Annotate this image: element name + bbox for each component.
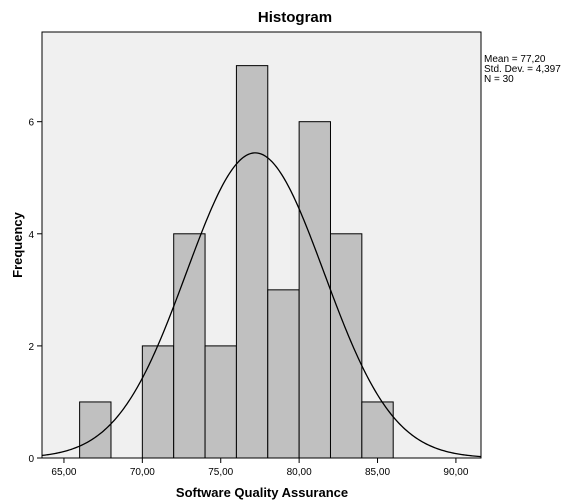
stat-mean: Mean = 77,20 <box>484 54 546 65</box>
stats-legend: Mean = 77,20 Std. Dev. = 4,397 N = 30 <box>484 54 561 85</box>
histogram-bar-8 <box>329 233 363 459</box>
x-tick-label-5: 90,00 <box>443 467 468 478</box>
normal-curve <box>41 152 482 458</box>
x-tick-label-1: 70,00 <box>130 467 155 478</box>
histogram-bar-6 <box>267 289 300 459</box>
histogram-bar-4 <box>204 345 237 459</box>
histogram-bar-0 <box>79 401 112 459</box>
histogram-bar-9 <box>361 401 394 459</box>
stat-std-dev: Std. Dev. = 4,397 <box>484 64 561 75</box>
x-tick-label-0: 65,00 <box>51 467 76 478</box>
y-tick-label-1: 2 <box>28 342 34 353</box>
axes-layer: 65,00 70,00 75,00 80,00 85,00 90,00 0 2 4 6 <box>28 118 468 478</box>
y-tick-label-0: 0 <box>28 454 34 465</box>
histogram-bar-2 <box>141 345 175 459</box>
y-axis-label: Frequency <box>10 211 25 278</box>
x-tick-label-2: 75,00 <box>208 467 233 478</box>
x-axis-label: Software Quality Assurance <box>176 485 348 500</box>
bars-layer <box>79 65 394 459</box>
histogram-bar-3 <box>173 233 206 459</box>
x-tick-label-3: 80,00 <box>287 467 312 478</box>
y-tick-label-3: 6 <box>28 118 34 129</box>
x-tick-label-4: 85,00 <box>365 467 390 478</box>
histogram-bar-5 <box>235 65 269 459</box>
stat-n: N = 30 <box>484 74 514 85</box>
chart-title: Histogram <box>258 9 332 26</box>
histogram-bar-7 <box>298 121 331 459</box>
y-tick-label-2: 4 <box>28 230 34 241</box>
